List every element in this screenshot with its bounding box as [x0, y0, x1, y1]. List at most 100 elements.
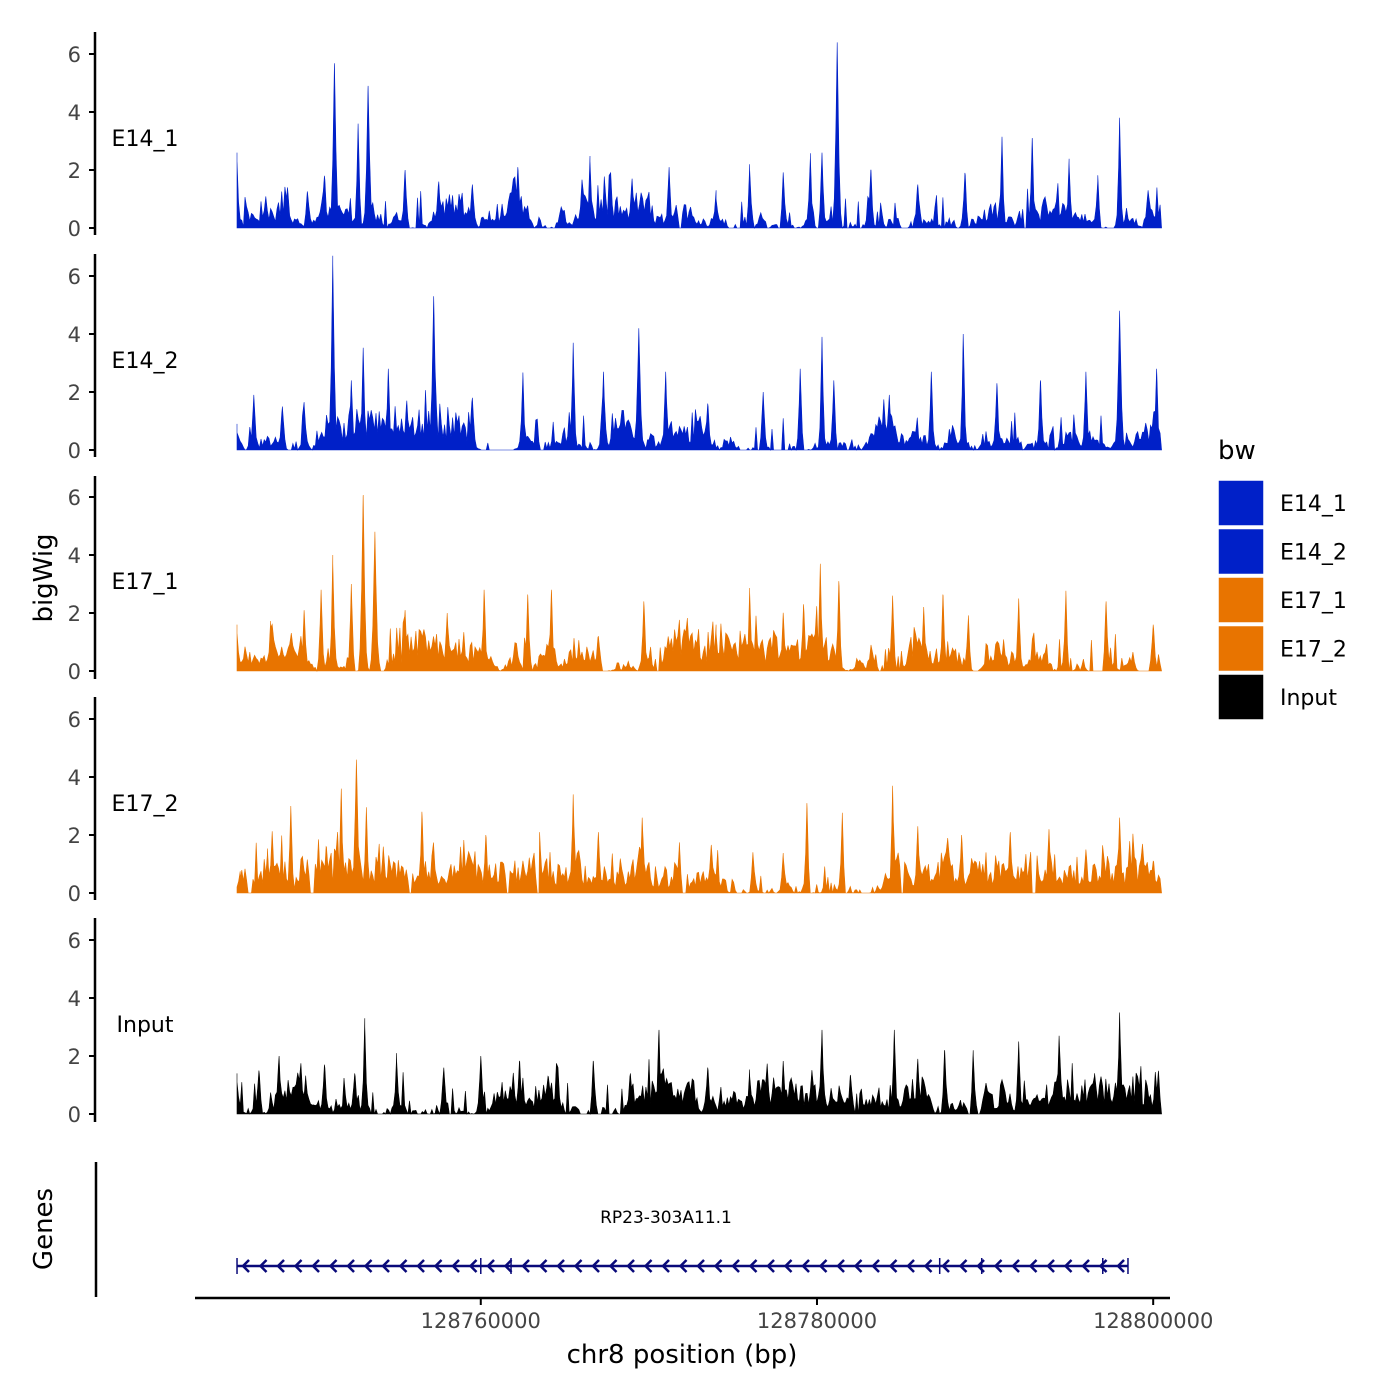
strand-arrow	[923, 1259, 933, 1273]
y-axis-label: bigWig	[29, 533, 59, 622]
strand-arrow	[608, 1259, 618, 1273]
x-axis-label: chr8 position (bp)	[567, 1340, 798, 1370]
strand-arrow	[328, 1259, 338, 1273]
strand-arrow	[1063, 1259, 1073, 1273]
x-tick-label: 128800000	[1093, 1309, 1213, 1333]
strand-arrow	[241, 1259, 250, 1273]
strand-arrow	[416, 1259, 425, 1273]
legend: bw E14_1 E14_2 E17_1 E17_2 Input	[1217, 436, 1347, 721]
track-e17-1: 0 2 4 6 E17_1	[68, 476, 1162, 684]
x-tick-label: 128760000	[421, 1309, 541, 1333]
strand-arrow	[468, 1259, 478, 1273]
strand-arrow	[1081, 1259, 1090, 1273]
y-tick-label: 4	[68, 987, 81, 1011]
strand-arrow	[293, 1259, 303, 1273]
strand-arrow	[731, 1259, 740, 1273]
signal-area-e17-2	[236, 759, 1162, 894]
strand-arrow	[591, 1259, 600, 1273]
x-tick-label: 128780000	[757, 1309, 877, 1333]
strand-arrow	[748, 1259, 758, 1273]
gene-model	[236, 1258, 1129, 1274]
y-tick-label: 4	[68, 323, 81, 347]
gene-track: Genes RP23-303A11.1	[29, 1162, 1129, 1297]
strand-arrow	[521, 1259, 530, 1273]
track-e17-2: 0 2 4 6 E17_2	[68, 697, 1162, 906]
legend-label-e17-2: E17_2	[1280, 638, 1347, 663]
y-tick-label: 2	[68, 824, 81, 848]
y-tick-label: 0	[68, 439, 81, 463]
strand-arrow	[1116, 1259, 1125, 1273]
strand-arrow	[486, 1259, 495, 1273]
track-label: E14_1	[112, 127, 179, 152]
strand-arrow	[836, 1259, 845, 1273]
strand-arrow	[661, 1259, 670, 1273]
signal-area-input	[236, 1012, 1162, 1116]
legend-title: bw	[1218, 436, 1256, 466]
strand-arrow	[538, 1259, 548, 1273]
legend-label-input: Input	[1280, 686, 1337, 711]
signal-area-e14-2	[236, 255, 1162, 452]
y-tick-label: 4	[68, 101, 81, 125]
y-tick-label: 4	[68, 544, 81, 568]
track-label: Input	[117, 1013, 174, 1038]
strand-arrow	[626, 1259, 635, 1273]
gene-track-label: Genes	[29, 1188, 59, 1270]
strand-arrow	[1046, 1259, 1055, 1273]
strand-arrow	[783, 1259, 793, 1273]
y-tick-label: 6	[68, 929, 81, 953]
legend-swatch-e14-1	[1217, 479, 1265, 527]
strand-arrow	[678, 1259, 688, 1273]
strand-arrow	[433, 1259, 443, 1273]
x-axis: 128760000 128780000 128800000 chr8 positio…	[195, 1296, 1213, 1370]
track-label: E14_2	[112, 349, 179, 374]
gene-name-label: RP23-303A11.1	[600, 1208, 732, 1228]
strand-arrow	[941, 1259, 950, 1273]
track-e14-1: 0 2 4 6 E14_1	[68, 32, 1162, 241]
y-tick-label: 2	[68, 159, 81, 183]
strand-arrow	[871, 1259, 880, 1273]
strand-arrow	[801, 1259, 810, 1273]
y-tick-label: 0	[68, 660, 81, 684]
strand-arrow	[713, 1259, 723, 1273]
legend-swatch-e14-2	[1217, 527, 1265, 576]
strand-arrow	[1011, 1259, 1020, 1273]
signal-area-e17-1	[236, 494, 1162, 673]
strand-arrow	[958, 1259, 968, 1273]
strand-arrow	[818, 1259, 828, 1273]
track-label: E17_2	[112, 792, 179, 817]
strand-arrow	[993, 1259, 1003, 1273]
y-tick-label: 4	[68, 766, 81, 790]
y-tick-label: 0	[68, 1103, 81, 1127]
strand-arrow	[853, 1259, 863, 1273]
strand-arrow	[766, 1259, 775, 1273]
y-tick-label: 6	[68, 486, 81, 510]
legend-swatch-input	[1217, 673, 1265, 721]
strand-arrow	[888, 1259, 898, 1273]
strand-arrow	[573, 1259, 583, 1273]
legend-swatch-e17-1	[1217, 576, 1265, 624]
strand-arrow	[276, 1259, 285, 1273]
strand-arrow	[643, 1259, 653, 1273]
strand-arrow	[398, 1259, 408, 1273]
y-tick-label: 0	[68, 217, 81, 241]
strand-arrow	[556, 1259, 565, 1273]
strand-arrow	[1098, 1259, 1108, 1273]
strand-arrow	[381, 1259, 390, 1273]
legend-label-e17-1: E17_1	[1280, 589, 1347, 614]
legend-label-e14-1: E14_1	[1280, 492, 1347, 517]
y-tick-label: 6	[68, 43, 81, 67]
strand-arrow	[696, 1259, 705, 1273]
y-tick-label: 2	[68, 602, 81, 626]
strand-arrow	[451, 1259, 460, 1273]
y-tick-label: 6	[68, 708, 81, 732]
signal-tracks: 0 2 4 6 E14_1 0 2 4 6 E14_2 0 2 4 6 E17_1 0 2 4 6 E17_2 0 2 4 6…	[68, 32, 1162, 1127]
signal-area-e14-1	[236, 42, 1162, 229]
legend-swatch-e17-2	[1217, 624, 1265, 673]
y-tick-label: 0	[68, 882, 81, 906]
track-e14-2: 0 2 4 6 E14_2	[68, 254, 1162, 463]
strand-arrow	[346, 1259, 355, 1273]
strand-arrow	[363, 1259, 373, 1273]
track-label: E17_1	[112, 570, 179, 595]
strand-arrow	[906, 1259, 915, 1273]
